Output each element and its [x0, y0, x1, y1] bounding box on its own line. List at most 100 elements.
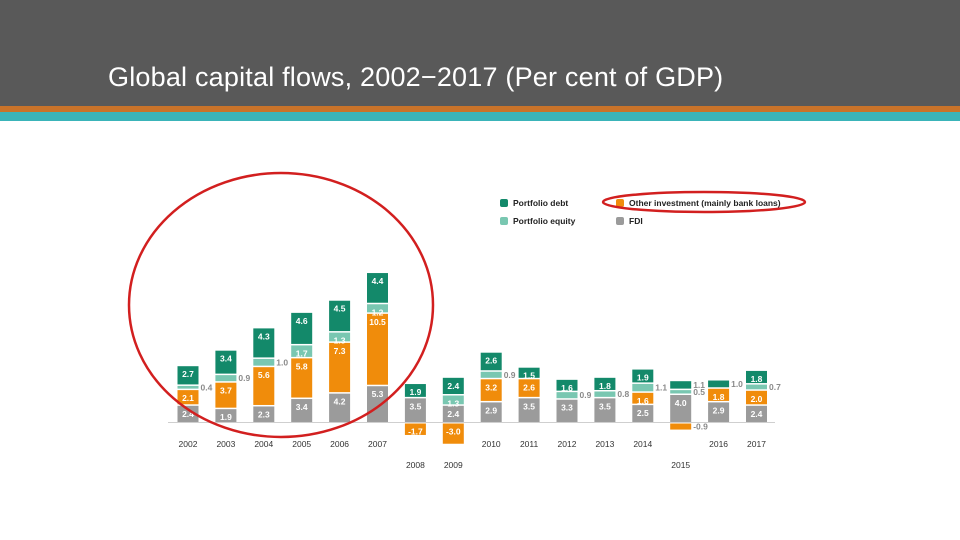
- bar-fdi-2012: [556, 399, 578, 422]
- header-bar: [0, 0, 960, 106]
- data-label-portfolio-debt-17: 1.8: [751, 374, 763, 384]
- data-label-portfolio-equity-03: 0.9: [238, 373, 250, 383]
- bar-fdi-2010: [480, 402, 502, 422]
- bar-fdi-2006: [329, 393, 351, 422]
- bar-portfolio-equity-2005: [291, 345, 313, 357]
- bar-portfolio-debt-2015: [670, 381, 692, 389]
- data-label-other-investment-16: 1.8: [713, 392, 725, 402]
- data-label-portfolio-equity-07: 1.2: [372, 307, 384, 317]
- bar-portfolio-equity-2012: [556, 392, 578, 399]
- data-label-other-investment-05: 5.8: [296, 361, 308, 371]
- data-label-other-investment-17: 2.0: [751, 394, 763, 404]
- x-tick-label-2003: 2003: [216, 439, 235, 449]
- data-label-portfolio-equity-10: 0.9: [504, 370, 516, 380]
- data-label-portfolio-debt-16: 1.0: [731, 379, 743, 389]
- data-label-portfolio-equity-12: 0.9: [580, 390, 592, 400]
- data-label-portfolio-debt-05: 4.6: [296, 316, 308, 326]
- data-label-fdi-11: 3.5: [523, 401, 535, 411]
- bar-portfolio-debt-2002: [177, 366, 199, 385]
- bar-portfolio-debt-2003: [215, 350, 237, 374]
- x-tick-label-2005: 2005: [292, 439, 311, 449]
- data-label-portfolio-equity-04: 1.0: [276, 357, 288, 367]
- data-label-other-investment-07: 10.5: [369, 317, 386, 327]
- data-label-other-investment-06: 7.3: [334, 346, 346, 356]
- data-label-other-investment-14: 1.6: [637, 396, 649, 406]
- data-label-portfolio-debt-12: 1.6: [561, 383, 573, 393]
- bar-portfolio-equity-2017: [746, 384, 767, 390]
- bar-portfolio-debt-2009: [442, 377, 464, 395]
- x-tick-label-2017: 2017: [747, 439, 766, 449]
- bar-portfolio-equity-2002: [177, 385, 199, 389]
- data-label-fdi-04: 2.3: [258, 409, 270, 419]
- data-label-portfolio-equity-14: 1.1: [655, 383, 667, 393]
- header-stripe-teal: [0, 112, 960, 121]
- x-tick-label-2002: 2002: [179, 439, 198, 449]
- x-tick-label-2004: 2004: [254, 439, 273, 449]
- x-tick-label-2013: 2013: [595, 439, 614, 449]
- data-label-fdi-03: 1.9: [220, 412, 232, 422]
- bar-portfolio-equity-2014: [632, 383, 654, 392]
- data-label-portfolio-equity-09: 1.3: [447, 399, 459, 409]
- data-label-portfolio-equity-02: 0.4: [201, 382, 213, 392]
- slide-title: Global capital flows, 2002−2017 (Per cen…: [108, 62, 724, 92]
- bar-portfolio-debt-2006: [329, 300, 351, 332]
- x-tick-label-2007: 2007: [368, 439, 387, 449]
- data-label-portfolio-debt-08: 1.9: [409, 387, 421, 397]
- legend-swatch-fdi: [616, 217, 624, 225]
- legend-label-portfolio-debt: Portfolio debt: [513, 198, 569, 208]
- bar-portfolio-equity-2010: [480, 371, 502, 378]
- bar-portfolio-equity-2009: [442, 395, 464, 405]
- data-label-fdi-05: 3.4: [296, 402, 308, 412]
- bar-fdi-2014: [632, 405, 654, 422]
- bar-other-investment-2004: [253, 367, 275, 405]
- data-label-portfolio-debt-04: 4.3: [258, 331, 270, 341]
- bar-portfolio-debt-2012: [556, 379, 578, 391]
- data-label-portfolio-debt-07: 4.4: [372, 276, 384, 286]
- x-tick-label-2015: 2015: [671, 460, 690, 470]
- data-label-portfolio-debt-03: 3.4: [220, 354, 232, 364]
- bar-fdi-2007: [367, 386, 388, 422]
- bar-portfolio-debt-2010: [480, 352, 502, 371]
- x-tick-label-2010: 2010: [482, 439, 501, 449]
- bar-portfolio-debt-2004: [253, 328, 275, 358]
- bar-fdi-2009: [442, 405, 464, 422]
- data-label-other-investment-04: 5.6: [258, 370, 270, 380]
- bar-fdi-2005: [291, 399, 313, 422]
- header-stripe-orange: [0, 106, 960, 112]
- bar-other-investment-2010: [480, 379, 502, 401]
- data-label-other-investment-03: 3.7: [220, 386, 232, 396]
- data-label-fdi-13: 3.5: [599, 401, 611, 411]
- bar-portfolio-debt-2013: [594, 377, 616, 390]
- data-label-portfolio-debt-14: 1.9: [637, 373, 649, 383]
- data-label-portfolio-debt-11: 1.5: [523, 371, 535, 381]
- bar-portfolio-equity-2006: [329, 332, 351, 342]
- legend-item-portfolio-debt: Portfolio debt: [500, 198, 568, 208]
- legend-label-other-investment: Other investment (mainly bank loans): [629, 198, 781, 208]
- bar-fdi-2011: [518, 398, 540, 422]
- bar-fdi-2013: [594, 398, 616, 422]
- data-label-fdi-15: 4.0: [675, 398, 687, 408]
- x-tick-label-2009: 2009: [444, 460, 463, 470]
- legend-swatch-portfolio-debt: [500, 199, 508, 207]
- data-label-fdi-06: 4.2: [334, 397, 346, 407]
- x-tick-label-2006: 2006: [330, 439, 349, 449]
- bar-other-investment-2017: [746, 390, 767, 405]
- annotation-circle: [127, 171, 435, 439]
- bar-fdi-2008: [404, 398, 426, 422]
- x-tick-label-2014: 2014: [633, 439, 652, 449]
- bar-portfolio-equity-2015: [670, 390, 692, 394]
- x-tick-label-2011: 2011: [520, 439, 539, 449]
- legend-swatch-other-investment: [616, 199, 624, 207]
- legend-item-other-investment: Other investment (mainly bank loans): [616, 198, 781, 208]
- data-label-portfolio-equity-13: 0.8: [617, 389, 629, 399]
- bar-portfolio-equity-2013: [594, 391, 616, 397]
- x-tick-label-2012: 2012: [558, 439, 577, 449]
- data-label-portfolio-debt-10: 2.6: [485, 356, 497, 366]
- bar-fdi-2004: [253, 406, 275, 422]
- data-label-portfolio-debt-13: 1.8: [599, 381, 611, 391]
- bar-other-investment-2016: [708, 388, 730, 401]
- data-label-portfolio-debt-02: 2.7: [182, 369, 194, 379]
- bar-other-investment-2009: [442, 423, 464, 444]
- data-label-other-investment-10: 3.2: [485, 382, 497, 392]
